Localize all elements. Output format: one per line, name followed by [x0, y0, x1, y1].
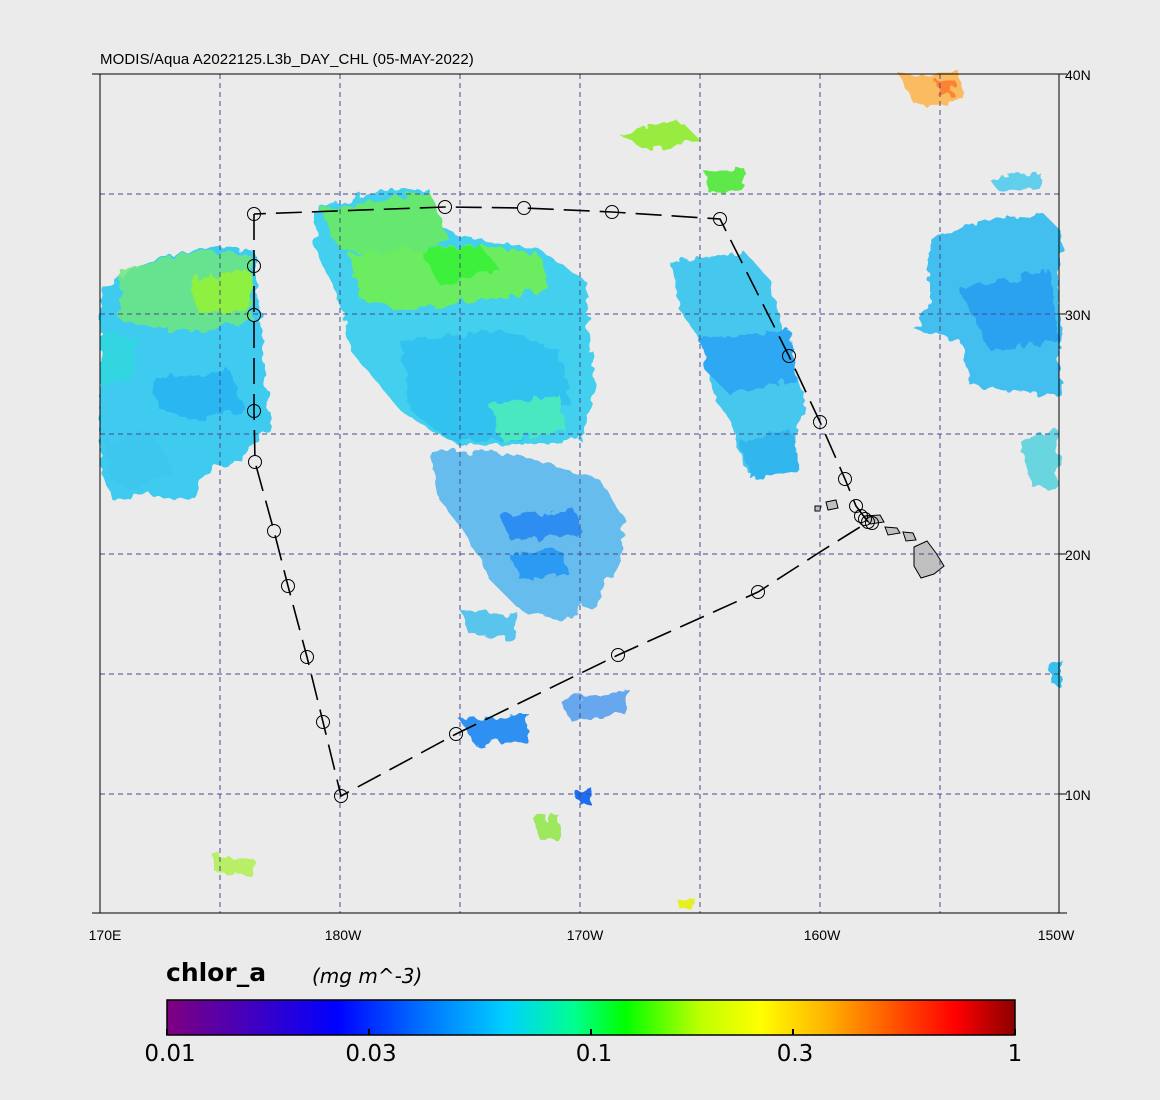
chlorophyll-data-layer [100, 72, 1060, 909]
station-marker [300, 650, 314, 664]
cruise-track [253, 206, 870, 798]
big-island [913, 540, 945, 579]
station-marker [449, 727, 463, 741]
colorbar-tick-label: 0.3 [776, 1041, 814, 1067]
station-marker [713, 212, 727, 226]
station-marker [334, 789, 348, 803]
station-marker [751, 585, 765, 599]
latitude-label: 40N [1065, 67, 1091, 83]
station-marker [865, 516, 879, 530]
station-marker [281, 579, 295, 593]
colorbar-tick-label: 1 [1007, 1041, 1023, 1067]
station-marker [247, 404, 261, 418]
latitude-label: 10N [1065, 787, 1091, 803]
station-marker [267, 524, 281, 538]
station-marker [438, 200, 452, 214]
station-marker [782, 349, 796, 363]
longitude-label: 160W [803, 927, 841, 943]
hawaiian-islands [814, 499, 945, 579]
axis-ticks [92, 73, 1067, 914]
longitude-label: 180W [324, 927, 362, 943]
station-marker [611, 648, 625, 662]
map-frame [99, 73, 1060, 914]
colorbar-units: (mg m^-3) [312, 964, 423, 988]
colorbar-ticks [166, 1029, 1016, 1035]
longitude-label: 170E [88, 927, 122, 943]
map-title: MODIS/Aqua A2022125.L3b_DAY_CHL (05-MAY-… [100, 51, 474, 68]
station-marker [849, 499, 863, 513]
maui-east [902, 531, 917, 542]
longitude-label: 170W [566, 927, 604, 943]
station-marker [247, 207, 261, 221]
station-marker [813, 415, 827, 429]
kauai [825, 499, 839, 511]
station-marker [517, 201, 531, 215]
station-marker [247, 308, 261, 322]
station-marker [858, 512, 872, 526]
graticule [100, 74, 1059, 913]
longitude-label: 150W [1037, 927, 1075, 943]
maui [884, 526, 901, 536]
latitude-label: 20N [1065, 547, 1091, 563]
station-marker [316, 715, 330, 729]
station-marker [838, 472, 852, 486]
colorbar-variable-name: chlor_a [166, 958, 267, 987]
station-marker [247, 259, 261, 273]
station-markers [247, 200, 879, 803]
latitude-label: 30N [1065, 307, 1091, 323]
station-marker [605, 205, 619, 219]
colorbar-tick-label: 0.01 [144, 1041, 196, 1067]
station-marker [248, 455, 262, 469]
colorbar-tick-label: 0.03 [345, 1041, 397, 1067]
colorbar-tick-label: 0.1 [575, 1041, 613, 1067]
